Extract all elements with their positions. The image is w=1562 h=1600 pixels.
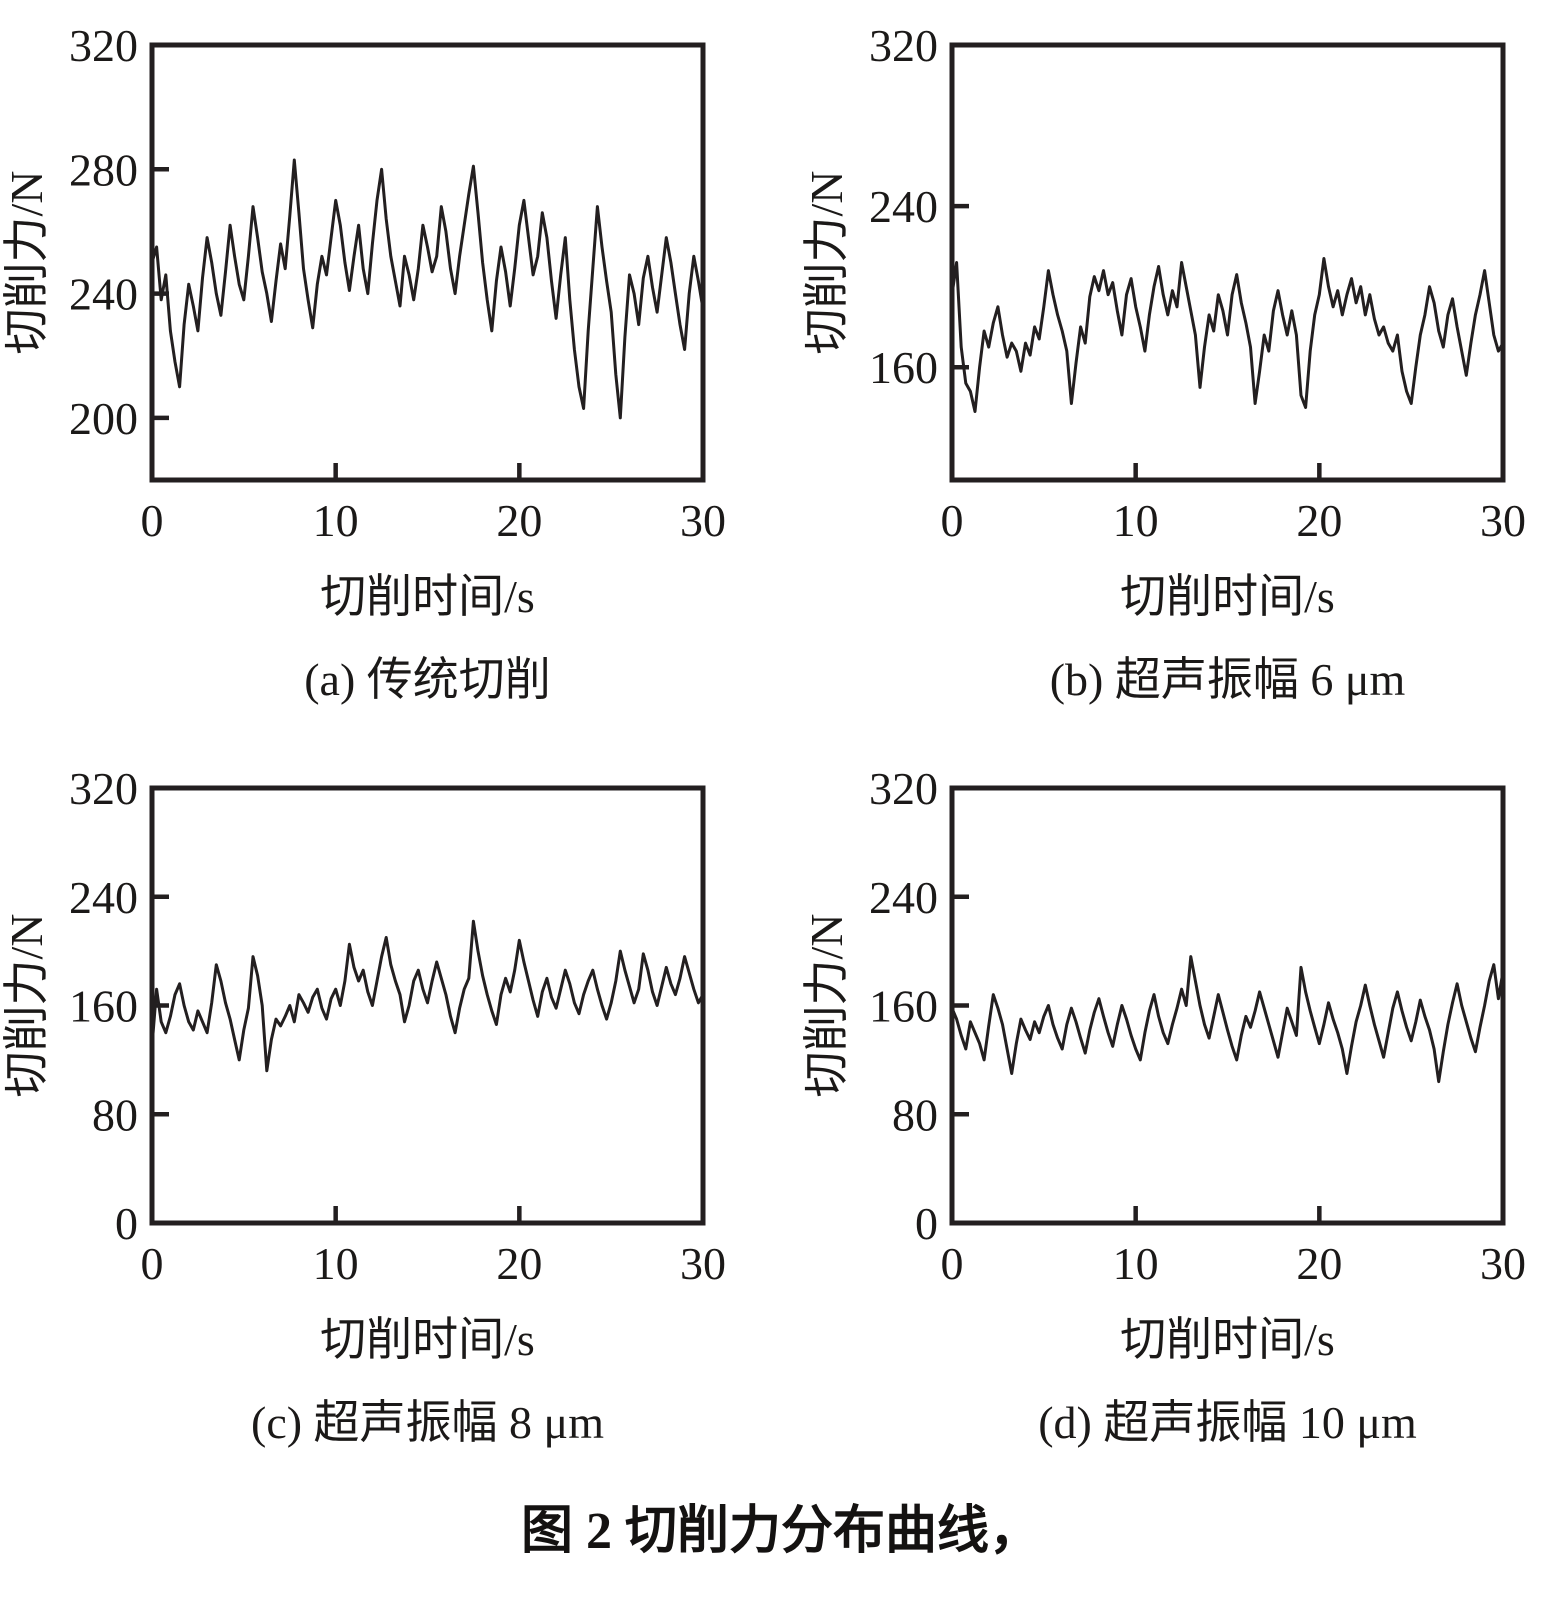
y-tick-label: 320 [869,763,938,814]
y-tick-label: 80 [92,1089,138,1140]
panel-caption: (c) 超声振幅 8 μm [251,1397,604,1448]
x-tick-label: 20 [1296,1238,1342,1289]
plot-border [949,785,1506,1226]
y-tick-label: 0 [915,1198,938,1249]
x-tick-label: 30 [680,495,726,546]
x-tick-label: 20 [496,495,542,546]
y-tick-label: 320 [69,20,138,71]
x-tick-label: 10 [1113,1238,1159,1289]
x-tick-label: 30 [1480,1238,1526,1289]
y-axis-label: 切削力/N [801,171,852,355]
panel-c-plot: 320 240 160 80 00 10 20 30 切削力/N 切削时间/s (c) 超声振幅 8… [1,763,726,1448]
x-tick-label: 20 [496,1238,542,1289]
y-tick-label: 200 [69,393,138,444]
force-signal-line [950,955,1505,1084]
y-tick-label: 240 [869,872,938,923]
y-tick-label: 160 [869,981,938,1032]
y-tick-label: 160 [869,342,938,393]
x-tick-label: 30 [680,1238,726,1289]
x-tick-label: 0 [941,495,964,546]
y-tick-label: 240 [69,269,138,320]
y-tick-label: 240 [869,181,938,232]
force-signal-line [150,158,705,420]
x-tick-label: 0 [141,1238,164,1289]
x-axis-label: 切削时间/s [320,1314,535,1365]
figure-caption: 图 2 切削力分布曲线， [520,1503,1041,1560]
panel-c: 320 240 160 80 0 0 10 20 30 切削力/N 切削时间/s (c) 超声振幅 8… [0,743,762,1455]
y-tick-label: 160 [69,981,138,1032]
y-tick-label: 0 [115,1198,138,1249]
x-tick-label: 10 [1113,495,1159,546]
y-tick-label: 280 [69,144,138,195]
panel-caption: (d) 超声振幅 10 μm [1038,1397,1417,1448]
panel-d: 320 240 160 80 0 0 10 20 30 切削力/N 切削时间/s (d) 超声振幅 1… [800,743,1562,1455]
panel-b-plot: 320 240 160 0 10 20 30 切削力/N 切削时间/s (b) 超声振幅 6 μm [801,20,1526,705]
x-tick-label: 10 [313,1238,359,1289]
x-tick-label: 10 [313,495,359,546]
plot-border [149,42,706,483]
force-signal-line [150,919,705,1073]
y-axis-label: 切削力/N [1,914,52,1098]
plot-border [949,42,1506,483]
y-axis-label: 切削力/N [1,171,52,355]
y-tick-label: 320 [869,20,938,71]
x-tick-label: 0 [141,495,164,546]
panel-d-plot: 320 240 160 80 00 10 20 30 切削力/N 切削时间/s (d) 超声振幅 1… [801,763,1526,1448]
y-tick-label: 80 [892,1089,938,1140]
y-tick-label: 320 [69,763,138,814]
panel-caption: (a) 传统切削 [304,654,551,705]
panel-a: 320 280 240 200 0 10 20 30 切削力/N 切削时间/s (a) 传统切削 [0,0,762,712]
y-axis-label: 切削力/N [801,914,852,1098]
y-tick-label: 240 [69,872,138,923]
plot-border [149,785,706,1226]
x-axis-label: 切削时间/s [1120,571,1335,622]
x-tick-label: 30 [1480,495,1526,546]
x-axis-label: 切削时间/s [320,571,535,622]
panel-b: 320 240 160 0 10 20 30 切削力/N 切削时间/s (b) 超声振幅 6 μm [800,0,1562,712]
x-axis-label: 切削时间/s [1120,1314,1335,1365]
panel-caption: (b) 超声振幅 6 μm [1050,654,1406,705]
x-tick-label: 0 [941,1238,964,1289]
x-tick-label: 20 [1296,495,1342,546]
force-signal-line [950,257,1505,413]
